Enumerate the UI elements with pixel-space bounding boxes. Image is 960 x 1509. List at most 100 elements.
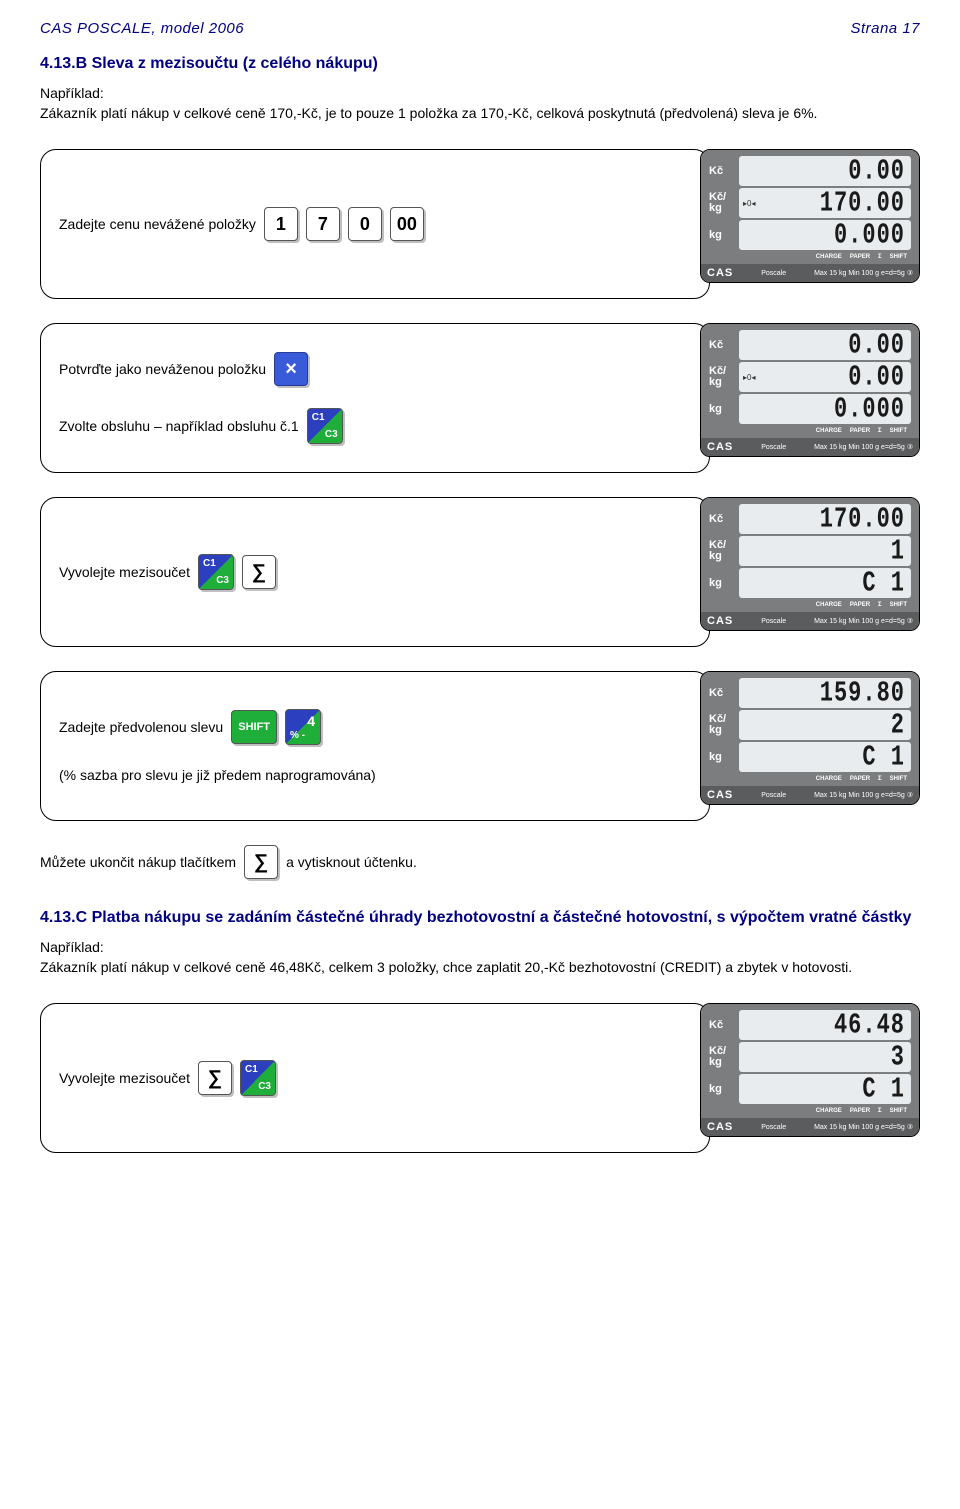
lcd-label: Kč/kg	[709, 540, 739, 562]
lcd-screen: 1	[739, 536, 911, 566]
step-line: Zadejte předvolenou slevuSHIFT4% -	[59, 709, 691, 745]
num-key-1[interactable]: 1	[264, 207, 298, 241]
lcd-label: Kč/kg	[709, 714, 739, 736]
lcd-label: Kč	[709, 340, 739, 351]
step-line: (% sazba pro slevu je již předem naprogr…	[59, 767, 691, 783]
step-row: Vyvolejte mezisoučet∑C1C3Kč46.48Kč/kg3kg…	[40, 1003, 920, 1153]
lcd-label: Kč	[709, 1020, 739, 1031]
step-line: Vyvolejte mezisoučet C1C3∑	[59, 554, 691, 590]
num-key-00[interactable]: 00	[390, 207, 424, 241]
lcd-screen: 2	[739, 710, 911, 740]
step-line: Zvolte obsluhu – například obsluhu č.1 C1…	[59, 408, 691, 444]
brand-strip: CASPoscaleMax 15 kg Min 100 g e=d=5g ③	[701, 438, 919, 456]
status-strip: CHARGEPAPERΣSHIFT	[709, 426, 911, 434]
status-strip: CHARGEPAPERΣSHIFT	[709, 252, 911, 260]
lcd-value: 0.00	[848, 155, 905, 188]
lcd-value: 1	[891, 535, 905, 568]
example-text-c: Zákazník platí nákup v celkové ceně 46,4…	[40, 959, 920, 975]
lcd-value: C 1	[862, 1073, 905, 1106]
section-b-title: 4.13.B Sleva z mezisoučtu (z celého náku…	[40, 55, 920, 73]
step-instruction-box: Vyvolejte mezisoučet ∑C1C3	[40, 1003, 710, 1153]
example-text: Zákazník platí nákup v celkové ceně 170,…	[40, 105, 920, 121]
lcd-value: 159.80	[820, 677, 905, 710]
lcd-label: kg	[709, 230, 739, 241]
step-line: Vyvolejte mezisoučet ∑C1C3	[59, 1060, 691, 1096]
status-strip: CHARGEPAPERΣSHIFT	[709, 774, 911, 782]
sum-key[interactable]: ∑	[242, 555, 276, 589]
scale-display: Kč170.00Kč/kg1kgC 1CHARGEPAPERΣSHIFTCASP…	[700, 497, 920, 631]
sum-key[interactable]: ∑	[244, 845, 278, 879]
step-instruction-box: Zadejte cenu nevážené položky17000	[40, 149, 710, 299]
lcd-screen: 0.000	[739, 220, 911, 250]
c1-key[interactable]: C1C3	[307, 408, 343, 444]
step-text: Potvrďte jako neváženou položku	[59, 361, 266, 377]
section-c-intro: Například: Zákazník platí nákup v celkov…	[40, 939, 920, 975]
step-instruction-box: Zadejte předvolenou slevuSHIFT4% - (% saz…	[40, 671, 710, 821]
lcd-screen: 3	[739, 1042, 911, 1072]
lcd-label: kg	[709, 404, 739, 415]
lcd-value: 46.48	[834, 1009, 905, 1042]
lcd-value: C 1	[862, 741, 905, 774]
step-instruction-box: Vyvolejte mezisoučet C1C3∑	[40, 497, 710, 647]
step-text: Vyvolejte mezisoučet	[59, 564, 190, 580]
scale-display: Kč0.00Kč/kg▸0◂0.00kg0.000CHARGEPAPERΣSHI…	[700, 323, 920, 457]
lcd-label: kg	[709, 578, 739, 589]
lcd-screen: 0.000	[739, 394, 911, 424]
after-pre: Můžete ukončit nákup tlačítkem	[40, 854, 236, 870]
lcd-value: 170.00	[820, 187, 905, 220]
lcd-label: Kč/kg	[709, 366, 739, 388]
header-right: Strana 17	[850, 20, 920, 37]
lcd-screen: ▸0◂170.00	[739, 188, 911, 218]
step-row: Zadejte předvolenou slevuSHIFT4% - (% saz…	[40, 671, 920, 821]
lcd-screen: 0.00	[739, 330, 911, 360]
section-c-title: 4.13.C Platba nákupu se zadáním částečné…	[40, 909, 920, 927]
example-label: Například:	[40, 85, 920, 101]
lcd-value: 0.000	[834, 393, 905, 426]
lcd-screen: 159.80	[739, 678, 911, 708]
after-post: a vytisknout účtenku.	[286, 854, 417, 870]
step-instruction-box: Potvrďte jako neváženou položku × Zvolte o…	[40, 323, 710, 473]
c1-key[interactable]: C1C3	[198, 554, 234, 590]
lcd-value: 2	[891, 709, 905, 742]
lcd-label: Kč	[709, 688, 739, 699]
brand-strip: CASPoscaleMax 15 kg Min 100 g e=d=5g ③	[701, 612, 919, 630]
scale-display: Kč46.48Kč/kg3kgC 1CHARGEPAPERΣSHIFTCASPo…	[700, 1003, 920, 1137]
scale-display: Kč 159.80 Kč/kg 2 kg C 1CHARGEPAPERΣSHIFT CASP…	[700, 671, 920, 805]
brand-strip: CASPoscaleMax 15 kg Min 100 g e=d=5g ③	[701, 786, 919, 804]
lcd-value: 0.000	[834, 219, 905, 252]
scale-display: Kč 0.00 Kč/kg▸0◂170.00 kg 0.000CHARGEPAPERΣS…	[700, 149, 920, 283]
step-row: Potvrďte jako neváženou položku × Zvolte o…	[40, 323, 920, 473]
num-key-7[interactable]: 7	[306, 207, 340, 241]
four-percent-key[interactable]: 4% -	[285, 709, 321, 745]
lcd-screen: ▸0◂0.00	[739, 362, 911, 392]
lcd-label: kg	[709, 1084, 739, 1095]
lcd-screen: 46.48	[739, 1010, 911, 1040]
lcd-label: Kč/kg	[709, 192, 739, 214]
step-row: Zadejte cenu nevážené položky17000Kč0.00…	[40, 149, 920, 299]
step-text: (% sazba pro slevu je již předem naprogr…	[59, 767, 376, 783]
lcd-value: 3	[891, 1041, 905, 1074]
example-label-c: Například:	[40, 939, 920, 955]
lcd-label: Kč	[709, 514, 739, 525]
lcd-screen: C 1	[739, 742, 911, 772]
multiply-key[interactable]: ×	[274, 352, 308, 386]
lcd-screen: 0.00	[739, 156, 911, 186]
header-left: CAS POSCALE, model 2006	[40, 20, 244, 37]
status-strip: CHARGEPAPERΣSHIFT	[709, 1106, 911, 1114]
num-key-0[interactable]: 0	[348, 207, 382, 241]
shift-key[interactable]: SHIFT	[231, 710, 277, 744]
lcd-screen: 170.00	[739, 504, 911, 534]
step-line: Potvrďte jako neváženou položku ×	[59, 352, 691, 386]
step-row: Vyvolejte mezisoučet C1C3∑ Kč 170.00 Kč/kg 1 k…	[40, 497, 920, 647]
brand-strip: CASPoscaleMax 15 kg Min 100 g e=d=5g ③	[701, 1118, 919, 1136]
step-text: Vyvolejte mezisoučet	[59, 1070, 190, 1086]
sum-key[interactable]: ∑	[198, 1061, 232, 1095]
lcd-screen: C 1	[739, 1074, 911, 1104]
lcd-label: kg	[709, 752, 739, 763]
brand-strip: CASPoscaleMax 15 kg Min 100 g e=d=5g ③	[701, 264, 919, 282]
c1-key[interactable]: C1C3	[240, 1060, 276, 1096]
lcd-label: Kč	[709, 166, 739, 177]
lcd-value: 170.00	[820, 503, 905, 536]
lcd-value: 0.00	[848, 361, 905, 394]
step-text: Zvolte obsluhu – například obsluhu č.1	[59, 418, 299, 434]
